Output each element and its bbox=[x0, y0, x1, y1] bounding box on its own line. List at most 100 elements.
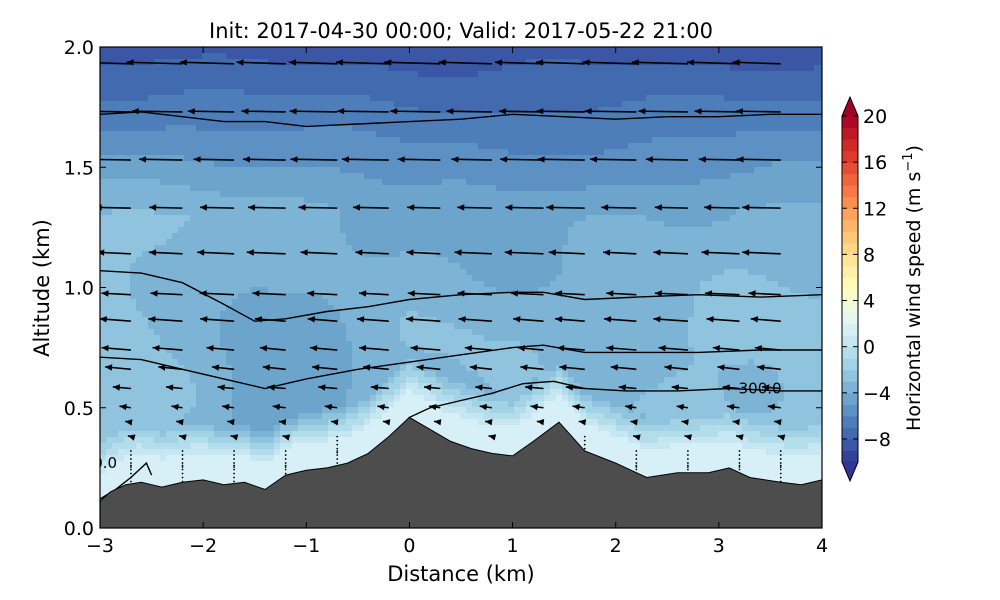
wind-vector bbox=[684, 434, 692, 441]
wind-vector bbox=[187, 108, 235, 115]
wind-vector bbox=[252, 290, 286, 297]
wind-vector bbox=[236, 59, 286, 66]
wind-vector bbox=[578, 419, 587, 426]
wind-vector bbox=[572, 403, 585, 411]
wind-vector bbox=[494, 59, 544, 66]
wind-vector bbox=[606, 290, 637, 297]
wind-vector bbox=[407, 290, 441, 297]
x-axis: −3 −2 −1 0 1 2 3 4 bbox=[86, 47, 828, 557]
wind-vector bbox=[227, 419, 235, 426]
wind-vector bbox=[384, 59, 441, 66]
wind-vector bbox=[139, 156, 183, 163]
wind-vector bbox=[530, 403, 544, 411]
x-tick-label: 3 bbox=[713, 535, 725, 557]
wind-vector bbox=[557, 345, 585, 352]
wind-vector bbox=[290, 156, 338, 163]
colorbar-tick-label: 4 bbox=[863, 291, 875, 313]
wind-vector bbox=[654, 290, 688, 297]
wind-vector bbox=[100, 249, 131, 256]
x-tick-label: 1 bbox=[507, 535, 519, 557]
contour-labels: 300.0 0.0 bbox=[93, 380, 782, 473]
x-tick-label: 2 bbox=[610, 535, 622, 557]
wind-vector bbox=[520, 364, 544, 371]
x-tick-label: −2 bbox=[189, 535, 217, 557]
wind-vector bbox=[757, 364, 781, 371]
wind-vector bbox=[767, 403, 781, 411]
wind-vector bbox=[779, 450, 782, 468]
wind-vector bbox=[150, 290, 183, 297]
wind-vector bbox=[654, 204, 688, 211]
wind-vector bbox=[267, 384, 286, 391]
y-tick-label: 1.0 bbox=[64, 278, 94, 300]
wind-vector bbox=[112, 384, 132, 391]
wind-vector bbox=[732, 59, 781, 66]
wind-vector bbox=[464, 345, 493, 352]
wind-vector bbox=[158, 364, 183, 371]
colorbar-tick-label: 12 bbox=[863, 198, 887, 220]
wind-vector bbox=[130, 450, 132, 468]
wind-vector bbox=[601, 204, 637, 211]
wind-vector bbox=[590, 156, 637, 163]
wind-vector bbox=[774, 419, 782, 426]
wind-vector bbox=[242, 156, 286, 163]
wind-vector bbox=[603, 249, 637, 256]
colorbar-ticks: −8 −4 0 4 8 12 16 20 bbox=[842, 106, 891, 451]
wind-vector bbox=[735, 108, 781, 115]
wind-vector bbox=[148, 249, 183, 256]
wind-vector bbox=[233, 450, 235, 468]
wind-vector bbox=[632, 434, 641, 441]
wind-vector bbox=[548, 249, 585, 256]
wind-vector bbox=[438, 59, 492, 66]
wind-vector bbox=[451, 156, 492, 163]
wind-vector bbox=[352, 204, 389, 211]
wind-vector bbox=[300, 249, 338, 256]
wind-vector bbox=[152, 345, 183, 352]
wind-vector bbox=[197, 249, 235, 256]
wind-vector bbox=[726, 403, 740, 411]
wind-vector bbox=[582, 59, 637, 66]
wind-vector bbox=[505, 204, 544, 211]
wind-vector bbox=[635, 450, 638, 468]
wind-vector bbox=[479, 403, 493, 411]
wind-vector bbox=[469, 364, 493, 371]
plot-area: 300.0 0.0 bbox=[93, 46, 823, 529]
wind-vector bbox=[193, 156, 235, 163]
wind-vector bbox=[704, 204, 740, 211]
wind-vector bbox=[446, 108, 492, 115]
wind-vector bbox=[254, 316, 286, 323]
wind-vector bbox=[671, 384, 688, 391]
chart-title: Init: 2017-04-30 00:00; Valid: 2017-05-2… bbox=[209, 19, 713, 43]
y-tick-label: 0.5 bbox=[64, 398, 94, 420]
wind-vector bbox=[554, 290, 585, 297]
colorbar-tick-label: 0 bbox=[863, 337, 875, 359]
wind-vector bbox=[736, 156, 781, 163]
wind-vector bbox=[262, 364, 286, 371]
wind-vector bbox=[681, 419, 689, 426]
wind-vector bbox=[754, 345, 781, 352]
wind-vector bbox=[712, 345, 740, 352]
x-axis-label: Distance (km) bbox=[387, 562, 535, 586]
wind-vector bbox=[410, 345, 441, 352]
wind-vector bbox=[206, 345, 235, 352]
wind-vector bbox=[645, 156, 688, 163]
colorbar-tick-label: −8 bbox=[863, 429, 891, 451]
wind-vector bbox=[638, 108, 688, 115]
contour-label: 0.0 bbox=[93, 454, 117, 472]
wind-vector bbox=[272, 403, 286, 411]
wind-vector bbox=[330, 419, 339, 426]
x-tick-label: −3 bbox=[86, 535, 114, 557]
x-tick-label: 0 bbox=[403, 535, 415, 557]
wind-vector bbox=[176, 419, 184, 426]
wind-vector bbox=[748, 290, 781, 297]
wind-vector bbox=[341, 156, 389, 163]
wind-vector bbox=[288, 59, 338, 66]
wind-vector bbox=[510, 290, 544, 297]
wind-vector bbox=[100, 316, 132, 323]
wind-vector bbox=[101, 290, 131, 297]
wind-vector bbox=[259, 345, 286, 352]
wind-vector bbox=[504, 249, 544, 256]
wind-vector bbox=[324, 403, 338, 411]
wind-vector bbox=[171, 404, 183, 411]
wind-vector bbox=[397, 156, 441, 163]
wind-vector bbox=[178, 434, 187, 441]
